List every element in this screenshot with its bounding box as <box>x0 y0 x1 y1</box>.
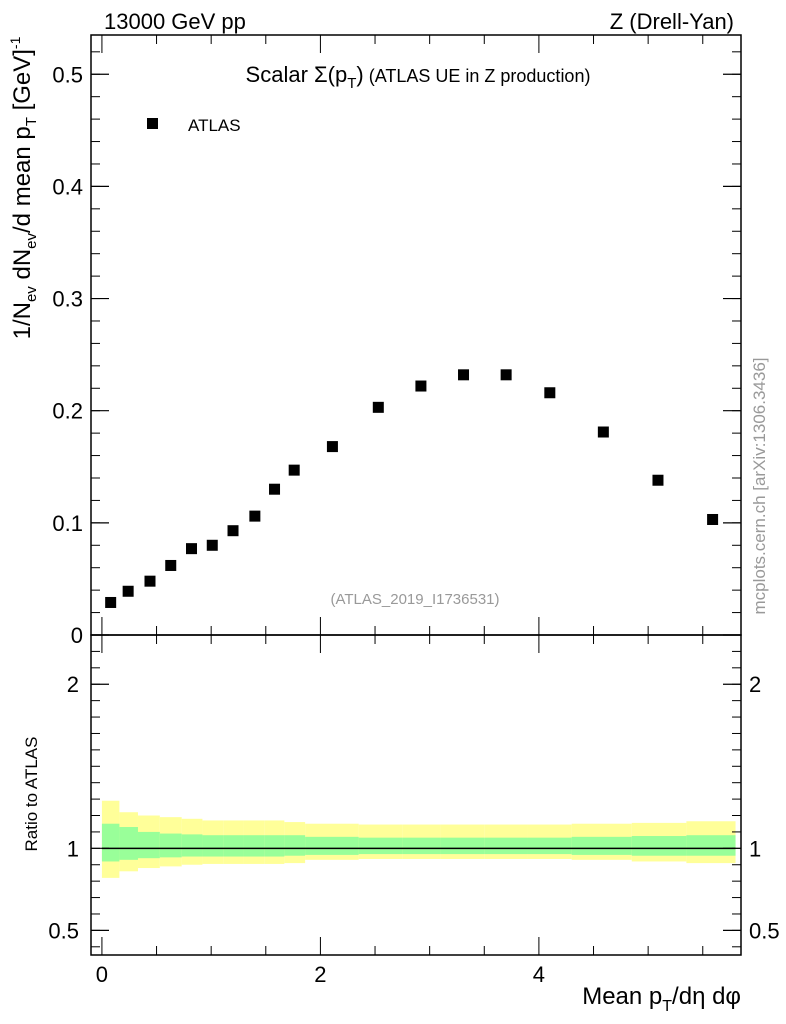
data-point-marker <box>269 483 281 495</box>
data-point-marker <box>122 585 134 597</box>
ratio-inner-band-bin <box>402 837 441 855</box>
watermark: mcplots.cern.ch [arXiv:1306.3436] <box>750 357 769 614</box>
header-right: Z (Drell-Yan) <box>610 9 734 34</box>
main-y-tick-label: 0.1 <box>52 511 83 536</box>
data-point-marker <box>707 513 719 525</box>
ratio-inner-band-bin <box>264 835 285 857</box>
main-y-tick-label: 0.2 <box>52 399 83 424</box>
ratio-inner-band-bin <box>440 837 485 855</box>
ratio-y-tick-label-right: 2 <box>749 672 761 697</box>
ratio-inner-band-bin <box>571 836 632 855</box>
data-point-marker <box>597 426 609 438</box>
analysis-id: (ATLAS_2019_I1736531) <box>330 591 499 608</box>
chart-title: Scalar Σ(pT) (ATLAS UE in Z production) <box>246 62 591 92</box>
main-y-tick-label: 0 <box>71 623 83 648</box>
ratio-y-tick-label-left: 1 <box>67 836 79 861</box>
main-ylabel: 1/Nev dNev/d mean pT [GeV]-1 <box>7 36 40 339</box>
ratio-inner-band-bin <box>305 836 359 855</box>
ratio-ylabel: Ratio to ATLAS <box>22 737 41 852</box>
legend-label: ATLAS <box>188 116 241 135</box>
data-point-marker <box>186 543 198 555</box>
main-y-tick-label: 0.3 <box>52 287 83 312</box>
ratio-inner-band-bin <box>202 835 224 857</box>
ratio-inner-band-bin <box>484 837 528 855</box>
legend-marker <box>147 118 158 129</box>
ratio-inner-band-bin <box>686 835 736 856</box>
ratio-inner-band-bin <box>101 823 120 862</box>
ratio-y-tick-label-right: 0.5 <box>749 918 780 943</box>
x-tick-label: 4 <box>533 962 545 987</box>
data-point-marker <box>206 539 218 551</box>
ratio-inner-band-bin <box>159 833 182 858</box>
data-point-marker <box>500 369 512 381</box>
ratio-axes: 0.5 0.5 1 1 2 2 0 2 4 <box>48 634 780 987</box>
x-axis-label: Mean pT/dη dφ <box>582 983 741 1015</box>
ratio-y-tick-label-left: 0.5 <box>48 918 79 943</box>
data-point-marker <box>544 387 556 399</box>
ratio-inner-band-bin <box>284 835 306 856</box>
header-left: 13000 GeV pp <box>104 9 246 34</box>
ratio-bands <box>101 800 736 878</box>
ratio-inner-band-bin <box>119 827 138 860</box>
ratio-inner-band-bin <box>223 835 244 857</box>
x-tick-label: 0 <box>96 962 108 987</box>
data-point-marker <box>652 474 664 486</box>
data-point-marker <box>415 380 427 392</box>
data-point-marker <box>326 441 338 453</box>
data-point-marker <box>458 369 470 381</box>
data-point-marker <box>144 575 156 587</box>
x-tick-label: 2 <box>314 962 326 987</box>
ratio-inner-band-bin <box>358 837 403 855</box>
main-data-points <box>105 369 719 608</box>
ratio-inner-band-bin <box>631 836 687 856</box>
ratio-y-tick-label-left: 2 <box>67 672 79 697</box>
ratio-inner-band-bin <box>181 834 203 857</box>
main-y-tick-label: 0.4 <box>52 174 83 199</box>
ratio-frame <box>90 634 742 956</box>
data-point-marker <box>227 525 239 537</box>
ratio-inner-band-bin <box>527 837 572 855</box>
ratio-y-tick-label-right: 1 <box>749 836 761 861</box>
main-y-tick-label: 0.5 <box>52 62 83 87</box>
data-point-marker <box>105 596 117 608</box>
ratio-inner-band-bin <box>243 835 265 857</box>
data-point-marker <box>249 510 261 522</box>
data-point-marker <box>372 401 384 413</box>
ratio-inner-band-bin <box>137 831 160 859</box>
data-point-marker <box>165 559 177 571</box>
data-point-marker <box>288 464 300 476</box>
